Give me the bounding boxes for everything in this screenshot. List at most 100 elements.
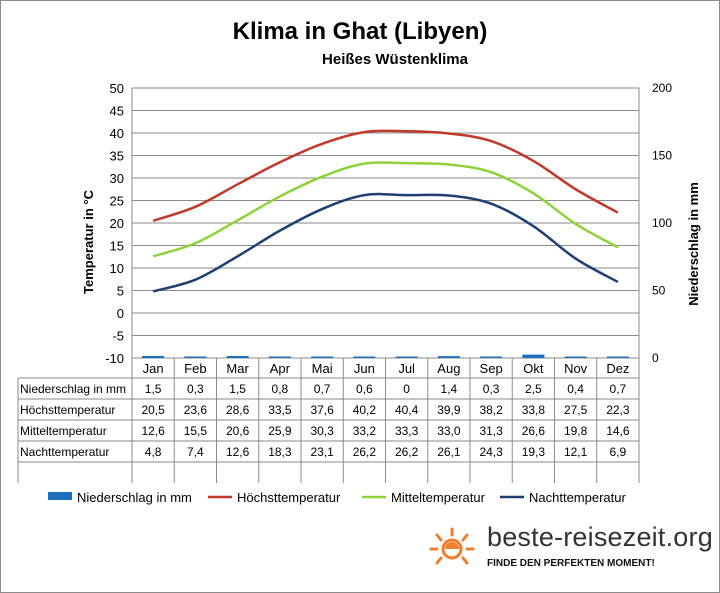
precipitation-bar (353, 356, 376, 358)
table-cell: 24,3 (479, 445, 503, 459)
table-cell: 0,4 (567, 382, 584, 396)
precipitation-bar (395, 356, 418, 358)
table-cell: 0,6 (356, 382, 373, 396)
table-cell: 37,6 (310, 403, 334, 417)
table-cell: 0,3 (187, 382, 204, 396)
y-left-tick-label: 15 (110, 239, 124, 254)
y-left-tick-label: -5 (112, 329, 124, 344)
table-cell: 12,1 (564, 445, 588, 459)
table-cell: 1,5 (229, 382, 246, 396)
precipitation-bar (142, 355, 165, 358)
table-cell: 12,6 (141, 424, 165, 438)
x-tick-label: Sep (480, 361, 503, 376)
table-cell: 14,6 (606, 424, 630, 438)
table-cell: 33,0 (437, 424, 461, 438)
series-line (152, 161, 619, 258)
x-tick-label: Jul (398, 361, 415, 376)
brand-name[interactable]: beste-reisezeit.org (487, 522, 713, 552)
table-cell: 18,3 (268, 445, 292, 459)
x-tick-label: Apr (270, 361, 291, 376)
table-row-header: Niederschlag in mm (20, 382, 126, 396)
table-cell: 33,5 (268, 403, 292, 417)
y-left-tick-label: 45 (110, 104, 124, 119)
table-cell: 22,3 (606, 403, 630, 417)
y-right-tick-label: 150 (652, 149, 672, 163)
brand-slogan: FINDE DEN PERFEKTEN MOMENT! (487, 558, 655, 569)
x-tick-label: Jan (143, 361, 164, 376)
table-cell: 0,7 (610, 382, 627, 396)
y-left-tick-label: 30 (110, 171, 124, 186)
table-cell: 1,4 (441, 382, 458, 396)
y-right-axis-label: Niederschlag in mm (686, 182, 701, 306)
table-row-header: Nachttemperatur (20, 445, 109, 459)
table-cell: 1,5 (145, 382, 162, 396)
precipitation-bar (606, 356, 629, 358)
table-cell: 6,9 (610, 445, 627, 459)
y-left-tick-label: -10 (105, 351, 124, 366)
table-cell: 26,2 (395, 445, 419, 459)
table-cell: 39,9 (437, 403, 461, 417)
chart-title: Klima in Ghat (Libyen) (232, 18, 488, 45)
table-cell: 23,1 (310, 445, 334, 459)
table-cell: 26,2 (353, 445, 377, 459)
x-tick-label: Jun (354, 361, 375, 376)
series-line (152, 192, 619, 293)
legend-swatch (48, 492, 72, 500)
table-cell: 0 (403, 382, 410, 396)
table-cell: 19,3 (522, 445, 546, 459)
y-left-tick-label: 35 (110, 149, 124, 164)
y-right-tick-label: 50 (652, 284, 666, 298)
precipitation-bar (226, 355, 249, 358)
y-left-axis-label: Temperatur in °C (81, 189, 96, 294)
x-tick-label: Mar (226, 361, 249, 376)
y-right-tick-label: 0 (652, 351, 659, 365)
table-cell: 4,8 (145, 445, 162, 459)
x-tick-label: Aug (437, 361, 460, 376)
table-cell: 33,3 (395, 424, 419, 438)
precipitation-bar (268, 356, 291, 358)
y-left-tick-label: 5 (117, 284, 124, 299)
y-left-tick-label: 25 (110, 194, 124, 209)
table-cell: 20,6 (226, 424, 250, 438)
table-cell: 15,5 (184, 424, 208, 438)
legend-label: Nachttemperatur (529, 490, 626, 505)
table-cell: 26,6 (522, 424, 546, 438)
table-cell: 0,7 (314, 382, 331, 396)
sun-icon (429, 527, 475, 565)
table-cell: 2,5 (525, 382, 542, 396)
table-cell: 38,2 (479, 403, 503, 417)
table-row-header: Mitteltemperatur (20, 424, 107, 438)
table-cell: 19,8 (564, 424, 588, 438)
x-tick-label: Dez (606, 361, 629, 376)
precipitation-bar (311, 356, 334, 358)
precipitation-bar (437, 356, 460, 358)
table-row-header: Höchsttemperatur (20, 403, 115, 417)
table-cell: 25,9 (268, 424, 292, 438)
table-cell: 30,3 (310, 424, 334, 438)
precipitation-bar (522, 354, 545, 358)
legend-label: Niederschlag in mm (77, 490, 192, 505)
precipitation-bar (184, 356, 207, 358)
table-cell: 28,6 (226, 403, 250, 417)
chart-subtitle: Heißes Wüstenklima (322, 51, 468, 68)
x-tick-label: Nov (564, 361, 588, 376)
table-cell: 40,2 (353, 403, 377, 417)
table-cell: 20,5 (141, 403, 165, 417)
precipitation-bar (564, 356, 587, 358)
y-left-tick-label: 50 (110, 81, 124, 96)
table-cell: 7,4 (187, 445, 204, 459)
table-cell: 33,8 (522, 403, 546, 417)
y-right-tick-label: 100 (652, 216, 672, 230)
legend-label: Höchsttemperatur (237, 490, 341, 505)
x-tick-label: Okt (523, 361, 544, 376)
table-cell: 40,4 (395, 403, 419, 417)
y-right-tick-label: 200 (652, 81, 672, 95)
y-left-tick-label: 0 (117, 306, 124, 321)
legend-label: Mitteltemperatur (391, 490, 486, 505)
table-cell: 31,3 (479, 424, 503, 438)
table-cell: 12,6 (226, 445, 250, 459)
table-cell: 23,6 (184, 403, 208, 417)
y-left-tick-label: 40 (110, 126, 124, 141)
precipitation-bar (480, 356, 503, 358)
y-left-tick-label: 20 (110, 216, 124, 231)
